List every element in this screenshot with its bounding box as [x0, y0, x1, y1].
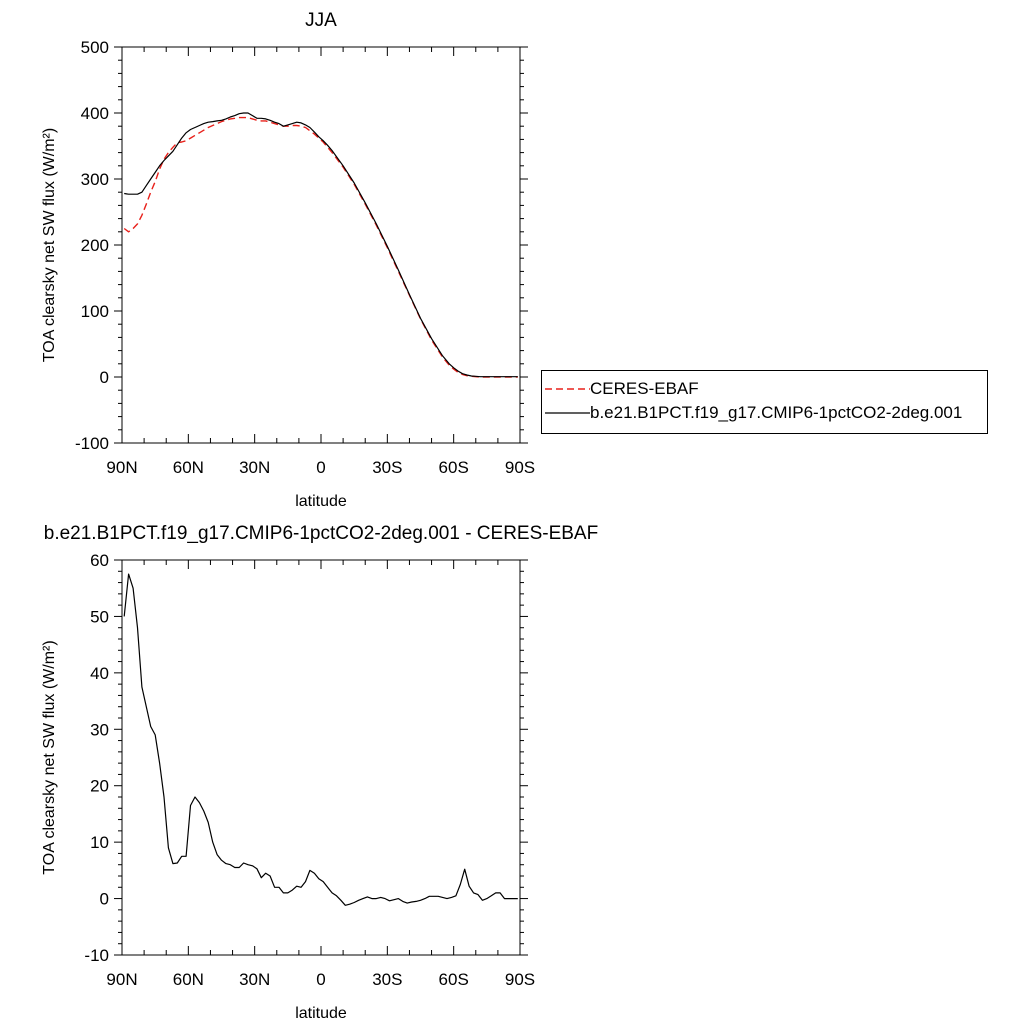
x-tick-label: 0	[316, 458, 325, 477]
y-tick-label: 200	[81, 236, 109, 255]
plot-frame	[121, 559, 521, 956]
y-tick-label: -10	[84, 946, 109, 965]
y-tick-label: 0	[100, 890, 109, 909]
legend-swatch-dashed	[545, 388, 590, 390]
panel-bottom: b.e21.B1PCT.f19_g17.CMIP6-1pctCO2-2deg.0…	[41, 523, 598, 1022]
legend-swatch-solid	[545, 412, 590, 414]
series-line-ceres	[123, 116, 518, 378]
y-tick-label: 0	[100, 368, 109, 387]
x-tick-label: 30S	[372, 458, 402, 477]
x-tick-label: 30N	[239, 970, 270, 989]
x-tick-label: 30N	[239, 458, 270, 477]
y-tick-label: 50	[90, 607, 109, 626]
series-line-model	[124, 112, 518, 378]
x-tick-label: 0	[316, 970, 325, 989]
y-tick-label: 60	[90, 551, 109, 570]
legend-label: CERES-EBAF	[590, 379, 699, 398]
series-line-model	[123, 573, 518, 906]
legend-item-model: b.e21.B1PCT.f19_g17.CMIP6-1pctCO2-2deg.0…	[542, 402, 962, 424]
x-tick-label: 60S	[439, 458, 469, 477]
y-tick-label: 20	[90, 777, 109, 796]
x-axis-label: latitude	[295, 493, 347, 510]
legend: CERES-EBAF b.e21.B1PCT.f19_g17.CMIP6-1pc…	[541, 370, 988, 434]
chart-title: JJA	[305, 10, 337, 31]
y-axis-label: TOA clearsky net SW flux (W/m²)	[41, 128, 58, 362]
panel-top: JJA latitude TOA clearsky net SW flux (W/m…	[41, 10, 535, 510]
y-tick-label: 40	[90, 664, 109, 683]
legend-label: b.e21.B1PCT.f19_g17.CMIP6-1pctCO2-2deg.0…	[590, 403, 963, 422]
x-tick-label: 90N	[106, 970, 137, 989]
y-axis-label: TOA clearsky net SW flux (W/m²)	[41, 640, 58, 874]
chart-title: b.e21.B1PCT.f19_g17.CMIP6-1pctCO2-2deg.0…	[44, 523, 598, 544]
y-tick-label: 30	[90, 720, 109, 739]
y-tick-label: 300	[81, 170, 109, 189]
plot-frame	[121, 46, 521, 444]
y-tick-label: 10	[90, 833, 109, 852]
x-tick-label: 90S	[505, 458, 535, 477]
x-tick-label: 60N	[173, 458, 204, 477]
x-tick-label: 90S	[505, 970, 535, 989]
x-tick-label: 60S	[439, 970, 469, 989]
x-tick-label: 60N	[173, 970, 204, 989]
y-tick-label: 500	[81, 38, 109, 57]
x-axis-label: latitude	[295, 1005, 347, 1022]
x-tick-label: 90N	[106, 458, 137, 477]
x-tick-label: 30S	[372, 970, 402, 989]
y-tick-label: 400	[81, 104, 109, 123]
y-tick-label: 100	[81, 302, 109, 321]
y-tick-label: -100	[75, 434, 109, 453]
legend-item-ceres: CERES-EBAF	[542, 378, 699, 400]
